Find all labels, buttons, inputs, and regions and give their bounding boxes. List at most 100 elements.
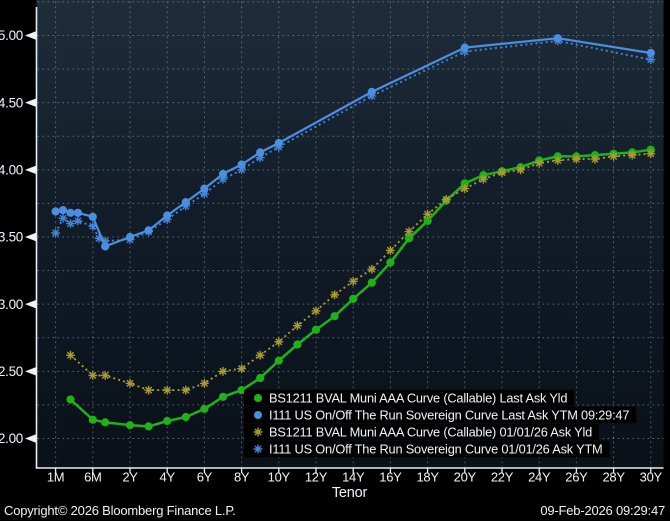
y-tick-arrow-icon	[25, 165, 36, 175]
legend-item-sovereign-forward[interactable]: I111 US On/Off The Run Sovereign Curve 0…	[244, 440, 610, 458]
data-point-star-icon	[255, 350, 265, 360]
data-point-star-icon	[51, 228, 60, 238]
data-point	[349, 294, 358, 303]
data-point	[423, 216, 432, 225]
data-point	[58, 206, 68, 215]
data-point	[274, 356, 283, 365]
legend-row-background	[244, 440, 610, 458]
legend-item-sovereign-last[interactable]: I111 US On/Off The Run Sovereign Curve L…	[244, 406, 637, 424]
y-tick-label: 4.50	[0, 95, 23, 110]
data-point	[256, 148, 265, 157]
data-point-star-icon	[497, 168, 507, 177]
y-tick-arrow-icon	[25, 434, 36, 443]
x-tick-label: 16Y	[379, 470, 402, 485]
y-tick-label: 3.00	[0, 297, 23, 312]
data-point-star-icon	[58, 213, 68, 223]
x-tick-label: 12Y	[305, 470, 328, 485]
x-tick-label: 20Y	[454, 470, 477, 485]
x-tick-label: 8Y	[234, 470, 250, 485]
data-point-star-icon	[460, 184, 470, 193]
data-point-star-icon	[162, 385, 172, 395]
data-point-star-icon	[441, 195, 451, 204]
data-point-star-icon	[572, 154, 581, 164]
data-point	[163, 211, 172, 220]
copyright-text: Copyright© 2026 Bloomberg Finance L.P.	[4, 503, 236, 518]
data-point-star-icon	[73, 216, 83, 226]
data-point-star-icon	[181, 385, 191, 395]
data-point-star-icon	[88, 221, 98, 231]
data-point-star-icon	[646, 149, 656, 159]
data-point	[218, 392, 228, 401]
legend-marker-muni-forward-icon	[253, 427, 263, 437]
data-point-star-icon	[516, 165, 525, 175]
data-point-star-icon	[100, 371, 110, 380]
data-point	[646, 48, 655, 58]
data-point	[367, 278, 376, 287]
data-point	[330, 312, 339, 321]
x-axis: 1M 6M 2Y 4Y 6Y 8Y 10Y 12Y 14Y 16Y 18Y 20Y 22Y 24Y 26Y 2…	[47, 468, 663, 485]
curve-points	[66, 149, 656, 395]
y-tick-arrow-icon	[25, 98, 36, 107]
data-point-star-icon	[330, 290, 339, 300]
data-point	[101, 418, 110, 427]
data-point	[404, 234, 414, 243]
data-point	[200, 184, 209, 193]
y-tick-arrow-icon	[25, 31, 36, 40]
x-tick-label: 6M	[84, 470, 101, 485]
data-point	[88, 212, 97, 221]
data-point-star-icon	[144, 385, 153, 395]
axes	[35, 7, 664, 469]
data-point	[66, 208, 75, 217]
y-tick-arrow-icon	[25, 299, 36, 309]
x-tick-label: 30Y	[640, 470, 663, 485]
legend-label: BS1211 BVAL Muni AAA Curve (Callable) La…	[269, 391, 567, 406]
data-point	[256, 373, 265, 383]
data-point-star-icon	[88, 371, 98, 380]
data-point-star-icon	[404, 227, 414, 236]
data-point-star-icon	[627, 150, 637, 160]
x-tick-label: 10Y	[268, 470, 291, 485]
y-tick-label: 4.00	[0, 162, 23, 177]
data-point-star-icon	[646, 55, 656, 65]
data-point	[553, 34, 562, 43]
legend-row-background	[244, 389, 575, 407]
curve-points	[51, 34, 655, 251]
data-point	[73, 208, 82, 217]
series-muni-forward	[66, 149, 656, 395]
x-tick-label: 22Y	[491, 470, 514, 485]
data-point-star-icon	[237, 364, 246, 373]
legend-item-muni-last[interactable]: BS1211 BVAL Muni AAA Curve (Callable) La…	[244, 389, 575, 407]
x-tick-label: 6Y	[197, 470, 213, 485]
legend-marker-sovereign-forward-icon	[253, 444, 263, 454]
data-point-star-icon	[274, 337, 284, 347]
data-point	[51, 207, 60, 216]
y-tick-arrow-icon	[25, 232, 36, 242]
data-point	[101, 242, 110, 251]
data-point	[163, 416, 172, 426]
data-point	[125, 232, 135, 242]
y-tick-label: 5.00	[0, 28, 23, 43]
legend-item-muni-forward[interactable]: BS1211 BVAL Muni AAA Curve (Callable) 01…	[244, 423, 600, 441]
data-point	[311, 325, 321, 334]
data-point	[144, 422, 153, 431]
data-point	[88, 415, 97, 424]
legend-marker-muni-last-icon	[254, 394, 262, 402]
series-sovereign-last	[51, 34, 655, 251]
data-point-star-icon	[218, 366, 228, 376]
x-tick-label: 2Y	[122, 470, 138, 485]
x-tick-label: 1M	[47, 470, 64, 485]
data-point-star-icon	[479, 174, 488, 184]
data-point-star-icon	[255, 153, 265, 163]
data-point-star-icon	[125, 379, 135, 388]
y-tick-label: 3.50	[0, 230, 23, 245]
data-point-star-icon	[534, 158, 544, 168]
legend-marker-sovereign-last-icon	[254, 411, 262, 419]
data-point	[200, 404, 209, 413]
data-point	[218, 169, 228, 178]
legend-row-background	[244, 423, 600, 441]
legend-row-background	[244, 406, 637, 424]
data-point-star-icon	[423, 209, 432, 219]
data-point-star-icon	[348, 276, 358, 286]
